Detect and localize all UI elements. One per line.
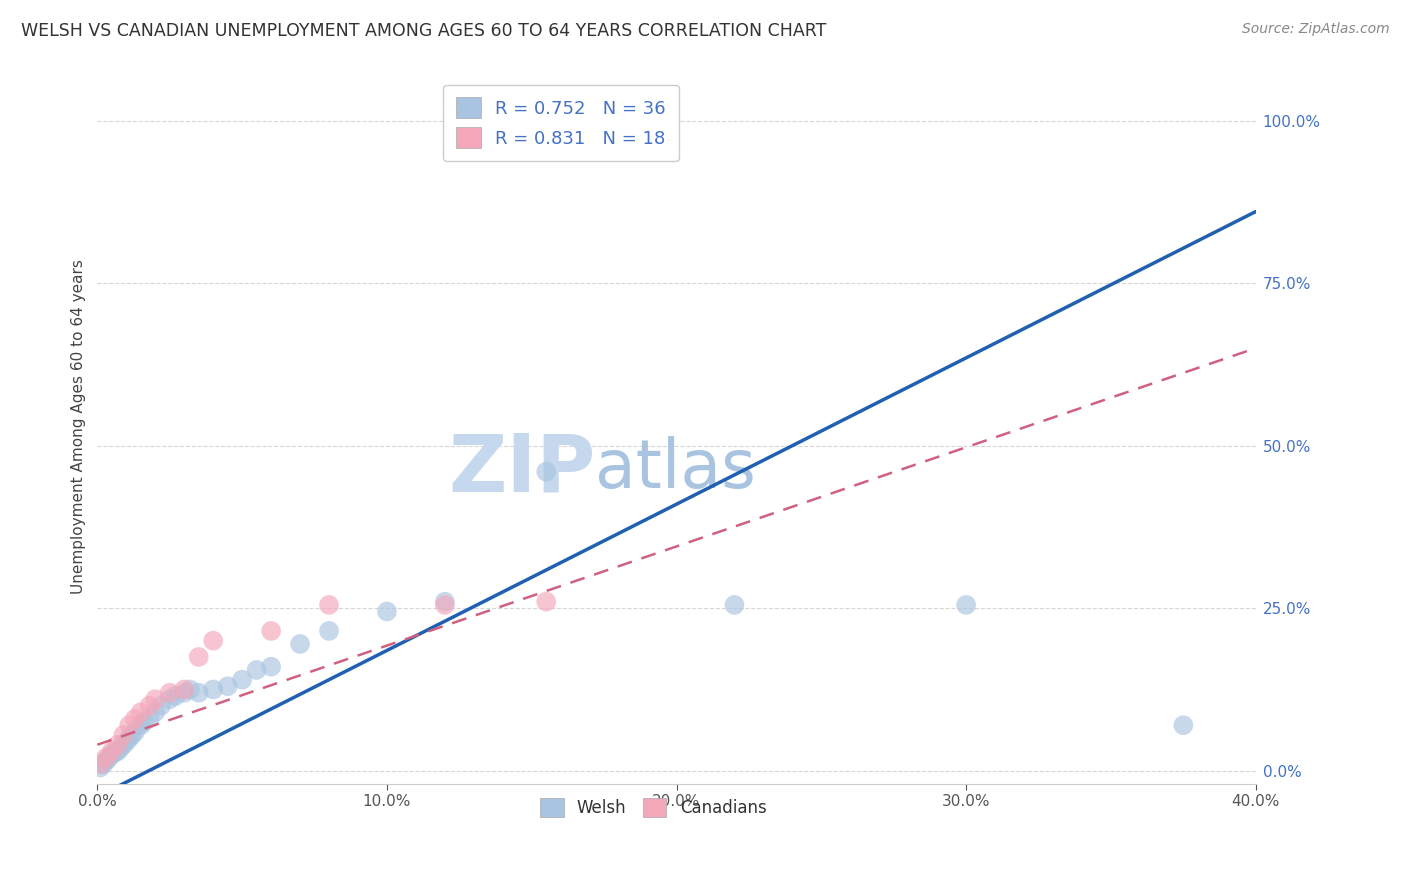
Point (173, 682, 195, 697)
Point (101, 744, 124, 758)
Point (112, 738, 135, 752)
Point (179, 682, 201, 697)
Point (202, 633, 225, 648)
Legend: Welsh, Canadians: Welsh, Canadians (531, 789, 775, 825)
Point (94, 754, 117, 768)
Point (107, 738, 129, 752)
Point (129, 718, 152, 732)
Point (165, 689, 187, 703)
Point (97, 750, 120, 764)
Point (159, 692, 181, 706)
Point (202, 682, 225, 697)
Point (433, 595, 456, 609)
Point (231, 673, 253, 687)
Point (118, 731, 141, 746)
Point (138, 698, 160, 713)
Point (260, 624, 283, 638)
Point (124, 724, 146, 739)
Point (121, 728, 143, 742)
Point (187, 649, 209, 664)
Point (536, 465, 558, 479)
Point (107, 744, 129, 758)
Point (187, 686, 209, 700)
Point (110, 741, 132, 756)
Point (318, 624, 340, 638)
Text: atlas: atlas (596, 436, 756, 502)
Point (150, 698, 173, 713)
Point (138, 712, 160, 726)
Point (288, 637, 311, 651)
Point (89, 757, 111, 772)
Point (433, 598, 456, 612)
Point (246, 663, 269, 677)
Point (124, 712, 146, 726)
Point (112, 728, 135, 742)
Point (723, 598, 745, 612)
Point (115, 734, 138, 748)
Point (143, 692, 166, 706)
Text: WELSH VS CANADIAN UNEMPLOYMENT AMONG AGES 60 TO 64 YEARS CORRELATION CHART: WELSH VS CANADIAN UNEMPLOYMENT AMONG AGE… (21, 22, 827, 40)
Point (260, 659, 283, 673)
Point (132, 714, 155, 729)
Point (104, 746, 127, 760)
Point (159, 686, 181, 700)
Point (217, 679, 239, 693)
Text: ZIP: ZIP (449, 430, 596, 508)
Point (955, 598, 977, 612)
Y-axis label: Unemployment Among Ages 60 to 64 years: Unemployment Among Ages 60 to 64 years (72, 259, 86, 593)
Point (129, 705, 152, 719)
Point (375, 604, 398, 618)
Point (101, 747, 124, 762)
Point (143, 705, 166, 719)
Text: Source: ZipAtlas.com: Source: ZipAtlas.com (1241, 22, 1389, 37)
Point (318, 598, 340, 612)
Point (91, 757, 114, 772)
Point (94, 750, 117, 764)
Point (89, 760, 111, 774)
Point (173, 686, 195, 700)
Point (536, 595, 558, 609)
Point (1173, 718, 1195, 732)
Point (118, 718, 141, 732)
